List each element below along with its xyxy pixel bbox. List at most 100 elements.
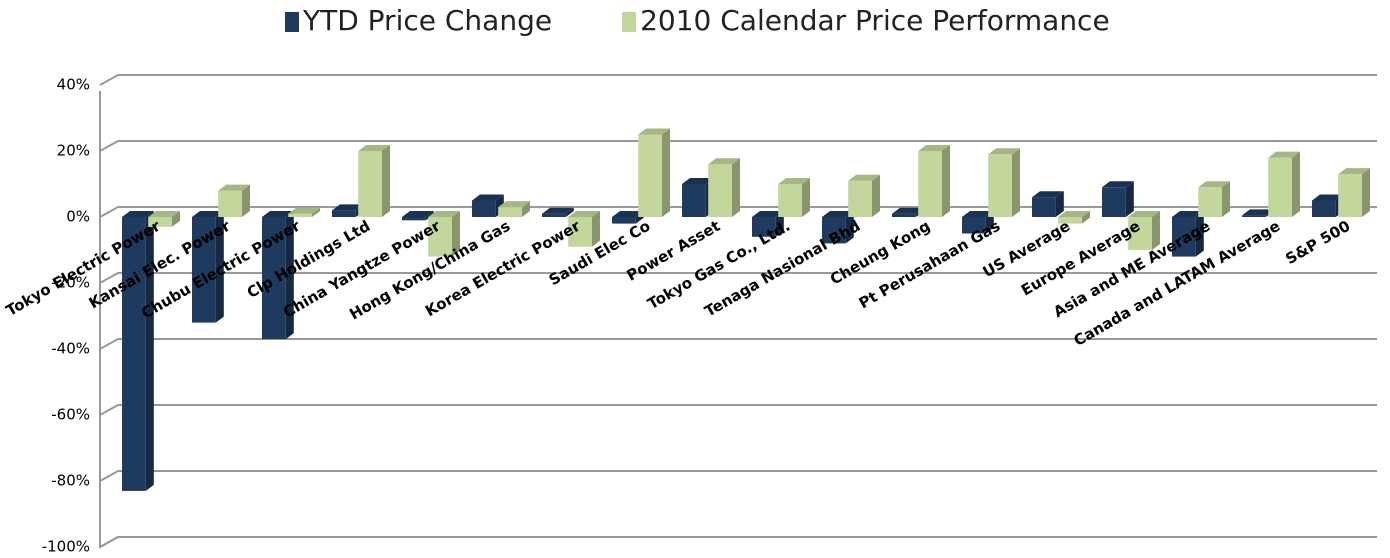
bar — [288, 207, 320, 217]
y-tick-label: -40% — [51, 340, 90, 358]
bar-front — [1032, 197, 1056, 217]
bar — [192, 211, 224, 323]
y-tick-label: 40% — [57, 76, 90, 94]
bar-side — [1011, 148, 1020, 217]
grid-line — [99, 404, 1377, 416]
bar-front — [1172, 217, 1196, 257]
bar-front — [708, 164, 732, 217]
y-tick-label: -80% — [51, 472, 90, 490]
y-tick-label: -100% — [42, 538, 90, 556]
bar-side — [845, 211, 854, 244]
x-tick-label: S&P 500 — [1282, 217, 1353, 268]
bar-side — [1055, 191, 1064, 217]
grid-line — [99, 536, 1377, 548]
grid-line — [99, 140, 1377, 152]
bar-top — [542, 207, 574, 214]
legend-swatch — [622, 12, 637, 32]
bar-front — [1198, 187, 1222, 217]
bar-front — [1242, 215, 1266, 217]
bar-side — [1221, 181, 1230, 217]
y-tick-label: 0% — [66, 208, 90, 226]
grid-line — [99, 338, 1377, 350]
bar — [428, 211, 460, 257]
bar — [1268, 151, 1300, 217]
legend-label: YTD Price Change — [302, 4, 552, 37]
bar-side — [381, 145, 390, 217]
bar-top — [638, 128, 670, 135]
bar-side — [451, 211, 460, 257]
bar-top — [1312, 194, 1344, 201]
bar — [1172, 211, 1204, 257]
bar-front — [542, 213, 566, 217]
bar-front — [428, 217, 452, 257]
bar-side — [425, 211, 434, 221]
bar-side — [661, 128, 670, 217]
bar-top — [1242, 209, 1274, 216]
bar — [778, 178, 810, 217]
bar-front — [822, 217, 846, 244]
bar-top — [962, 211, 994, 217]
bar-top — [122, 211, 154, 217]
bar-top — [1032, 191, 1064, 198]
bar-top — [918, 145, 950, 151]
bar-top — [472, 194, 504, 201]
bar-front — [218, 190, 242, 217]
y-tick-label: -20% — [51, 274, 90, 292]
bar-side — [145, 211, 154, 491]
bar-top — [752, 211, 784, 217]
bar-top — [612, 211, 644, 217]
bar — [752, 211, 784, 237]
bar-front — [498, 207, 522, 217]
bar-front — [638, 134, 662, 217]
bar-front — [1102, 187, 1126, 217]
bar-top — [1338, 168, 1370, 175]
bar — [848, 174, 880, 217]
bar-front — [358, 151, 382, 217]
bar-top — [1102, 181, 1134, 188]
bar-top — [568, 211, 600, 217]
bar-front — [472, 200, 496, 217]
legend-swatch — [285, 12, 299, 32]
bar-side — [311, 207, 320, 217]
bar-side — [1125, 181, 1134, 217]
y-tick-label: -60% — [51, 406, 90, 424]
bar-top — [358, 145, 390, 151]
bar-top — [778, 178, 810, 184]
bar-top — [1058, 211, 1090, 217]
bar-front — [1128, 217, 1152, 250]
bar-front — [1058, 217, 1082, 224]
bar-top — [682, 178, 714, 184]
bar-side — [775, 211, 784, 237]
bar-top — [848, 174, 880, 181]
bar-side — [591, 211, 600, 247]
bar-front — [288, 213, 312, 217]
bar-side — [871, 174, 880, 217]
bar-top — [332, 204, 364, 211]
bar-top — [402, 211, 434, 217]
bar — [148, 211, 180, 227]
bar-front — [1338, 174, 1362, 217]
bar-front — [988, 154, 1012, 217]
bar-front — [568, 217, 592, 247]
bar-front — [148, 217, 172, 227]
bar — [402, 211, 434, 221]
bar-top — [148, 211, 180, 217]
bar-front — [192, 217, 216, 323]
bar — [988, 148, 1020, 217]
bar — [918, 145, 950, 217]
bar-top — [498, 201, 530, 208]
bar-top — [822, 211, 854, 217]
bar — [542, 207, 574, 217]
bar-top — [708, 158, 740, 165]
bar-front — [332, 210, 356, 217]
bar — [1058, 211, 1090, 224]
bar — [1102, 181, 1134, 217]
bar — [568, 211, 600, 247]
bar-side — [241, 184, 250, 217]
grid-line — [99, 74, 1377, 86]
bar — [218, 184, 250, 217]
bar-top — [262, 211, 294, 217]
bar-front — [892, 213, 916, 217]
bar-front — [402, 217, 426, 221]
